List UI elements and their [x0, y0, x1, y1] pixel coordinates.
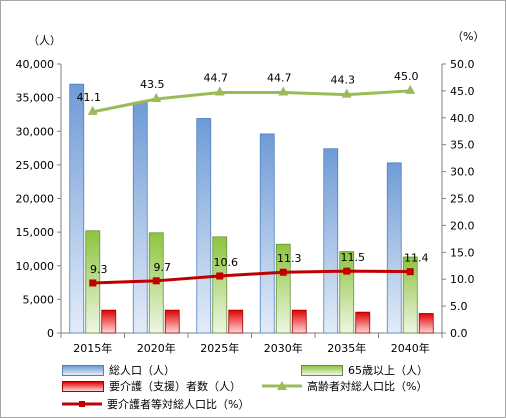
x-axis-category-label: 2025年	[200, 341, 239, 355]
bar-total-population	[196, 118, 212, 334]
marker-care-ratio	[152, 277, 160, 285]
bar-total-population	[69, 83, 85, 334]
data-label-care-ratio: 9.7	[154, 261, 172, 274]
bar-elderly	[275, 243, 291, 334]
marker-care-ratio	[343, 267, 351, 275]
x-axis-category-label: 2040年	[391, 341, 430, 355]
legend-label-elderly-ratio: 高齢者対総人口比（%）	[307, 380, 428, 393]
legend-swatch-elderly-ratio	[262, 381, 302, 390]
right-axis-tick-label: 5.0	[450, 300, 468, 313]
legend-item-care-ratio: 要介護者等対総人口比（%）	[62, 396, 249, 412]
left-axis-tick-label: 5,000	[23, 293, 55, 306]
left-axis-tick-label: 15,000	[16, 226, 55, 239]
data-label-care-ratio: 10.6	[214, 256, 239, 269]
bar-care-count	[228, 309, 244, 334]
data-label-elderly-ratio: 44.7	[267, 72, 292, 85]
left-axis-tick-label: 40,000	[16, 58, 55, 71]
right-axis-tick-label: 35.0	[450, 139, 475, 152]
bar-elderly	[212, 236, 228, 334]
left-axis-tick-label: 35,000	[16, 92, 55, 105]
marker-elderly-ratio	[151, 92, 162, 102]
right-axis-tick-label: 0.0	[450, 327, 468, 340]
data-label-care-ratio: 9.3	[90, 263, 108, 276]
data-label-care-ratio: 11.5	[341, 251, 366, 264]
legend-swatch-elderly	[301, 364, 343, 376]
legend-item-elderly: 65歳以上（人）	[301, 362, 428, 378]
bar-total-population	[259, 133, 275, 334]
bar-care-count	[355, 311, 371, 334]
right-axis-tick-label: 30.0	[450, 166, 475, 179]
right-axis-tick-label: 20.0	[450, 219, 475, 232]
data-label-elderly-ratio: 43.5	[140, 78, 165, 91]
marker-care-ratio	[89, 279, 97, 287]
legend-item-elderly-ratio: 高齢者対総人口比（%）	[262, 378, 427, 394]
left-axis-tick-label: 10,000	[16, 260, 55, 273]
left-axis-unit-label: （人）	[28, 34, 61, 47]
x-axis-category-label: 2020年	[137, 341, 176, 355]
legend-swatch-care-count	[62, 380, 104, 392]
marker-elderly-ratio	[278, 86, 289, 96]
data-label-care-ratio: 11.3	[277, 252, 302, 265]
legend-label-care-count: 要介護（支援）者数（人）	[109, 380, 241, 393]
data-label-care-ratio: 11.4	[404, 252, 429, 265]
x-axis-category-label: 2035年	[327, 341, 366, 355]
legend-swatch-care-ratio	[62, 401, 102, 407]
data-label-elderly-ratio: 41.1	[77, 91, 102, 104]
right-axis-tick-label: 10.0	[450, 273, 475, 286]
bar-care-count	[164, 309, 180, 334]
bar-total-population	[323, 148, 339, 334]
marker-care-ratio	[216, 272, 224, 280]
bar-elderly	[402, 256, 418, 334]
marker-care-ratio	[406, 268, 414, 276]
right-axis-tick-label: 45.0	[450, 85, 475, 98]
left-axis-tick-label: 25,000	[16, 159, 55, 172]
bar-care-count	[291, 309, 307, 334]
legend-label-elderly: 65歳以上（人）	[348, 364, 428, 377]
legend-item-total-population: 総人口（人）	[62, 362, 175, 378]
marker-elderly-ratio	[341, 88, 352, 98]
bar-total-population	[132, 101, 148, 334]
legend-label-care-ratio: 要介護者等対総人口比（%）	[107, 398, 250, 411]
marker-elderly-ratio	[405, 84, 416, 94]
bar-care-count	[418, 313, 434, 334]
legend-swatch-total-population	[62, 364, 104, 376]
x-axis-category-label: 2015年	[73, 341, 112, 355]
data-label-elderly-ratio: 44.7	[204, 72, 229, 85]
marker-care-ratio	[279, 268, 287, 276]
bar-care-count	[101, 309, 117, 334]
line-care-ratio	[92, 269, 411, 285]
legend-item-care-count: 要介護（支援）者数（人）	[62, 378, 241, 394]
left-axis-tick-label: 30,000	[16, 125, 55, 138]
x-axis-category-label: 2030年	[264, 341, 303, 355]
data-label-elderly-ratio: 44.3	[331, 74, 356, 87]
left-axis-tick-label: 20,000	[16, 193, 55, 206]
data-label-elderly-ratio: 45.0	[394, 70, 419, 83]
marker-elderly-ratio	[87, 105, 98, 115]
right-axis-tick-label: 25.0	[450, 193, 475, 206]
right-axis-tick-label: 15.0	[450, 246, 475, 259]
legend: 総人口（人） 65歳以上（人） 要介護（支援）者数（人） 高齢者対総人口比（%）…	[62, 362, 502, 416]
marker-elderly-ratio	[214, 86, 225, 96]
right-axis-tick-label: 40.0	[450, 112, 475, 125]
right-axis-tick-label: 50.0	[450, 58, 475, 71]
left-axis-tick-label: 0	[47, 327, 54, 340]
legend-label-total-population: 総人口（人）	[109, 364, 175, 377]
line-elderly-ratio	[92, 89, 411, 114]
right-axis-unit-label: （%）	[452, 30, 485, 43]
bar-total-population	[386, 162, 402, 334]
